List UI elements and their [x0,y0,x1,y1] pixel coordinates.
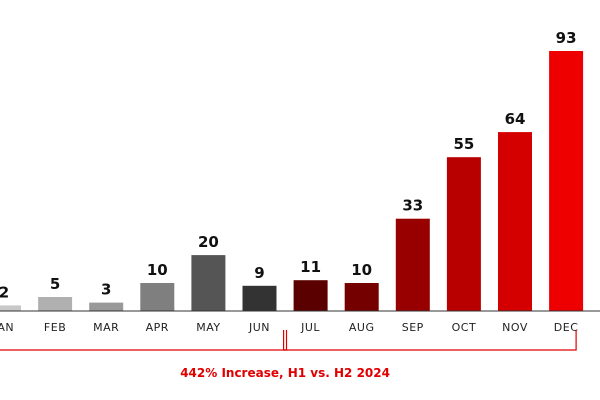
bar-feb [38,297,73,311]
value-label-mar: 3 [101,281,111,299]
bar-jul [293,280,328,311]
value-label-sep: 33 [402,197,423,215]
tick-label-apr: APR [146,321,169,334]
h2-bracket [283,330,577,351]
value-label-apr: 10 [147,261,168,279]
value-label-dec: 93 [556,29,577,47]
tick-label-jul: JUL [300,321,320,334]
tick-label-nov: NOV [502,321,528,334]
value-label-aug: 10 [351,261,372,279]
value-label-oct: 55 [453,135,474,153]
bar-may [191,255,226,311]
increase-annotation: 442% Increase, H1 vs. H2 2024 [180,366,390,380]
value-label-feb: 5 [50,275,60,293]
value-label-may: 20 [198,233,219,251]
bar-aug [344,283,379,311]
bar-jan [0,305,21,311]
tick-label-sep: SEP [402,321,424,334]
bar-apr [140,283,175,311]
bar-jun [242,285,277,311]
value-label-jul: 11 [300,258,321,276]
value-label-nov: 64 [505,110,526,128]
tick-label-dec: DEC [554,321,579,334]
bar-sep [395,218,430,311]
bar-dec [549,51,584,311]
tick-label-jun: JUN [248,321,270,334]
bars-group [0,51,584,311]
tick-label-jan: JAN [0,321,14,334]
value-labels-group: 2 5 3 10 20 9 11 10 33 55 64 93 [0,29,577,301]
tick-label-mar: MAR [93,321,119,334]
bar-nov [498,132,532,311]
tick-label-may: MAY [196,321,220,334]
tick-label-oct: OCT [452,321,477,334]
value-label-jan: 2 [0,283,9,301]
bar-oct [446,157,481,311]
bar-mar [89,302,124,311]
tick-label-aug: AUG [349,321,375,334]
x-tick-labels-group: JAN FEB MAR APR MAY JUN JUL AUG SEP OCT NOV DEC [0,321,578,334]
tick-label-feb: FEB [44,321,66,334]
value-label-jun: 9 [254,264,264,282]
